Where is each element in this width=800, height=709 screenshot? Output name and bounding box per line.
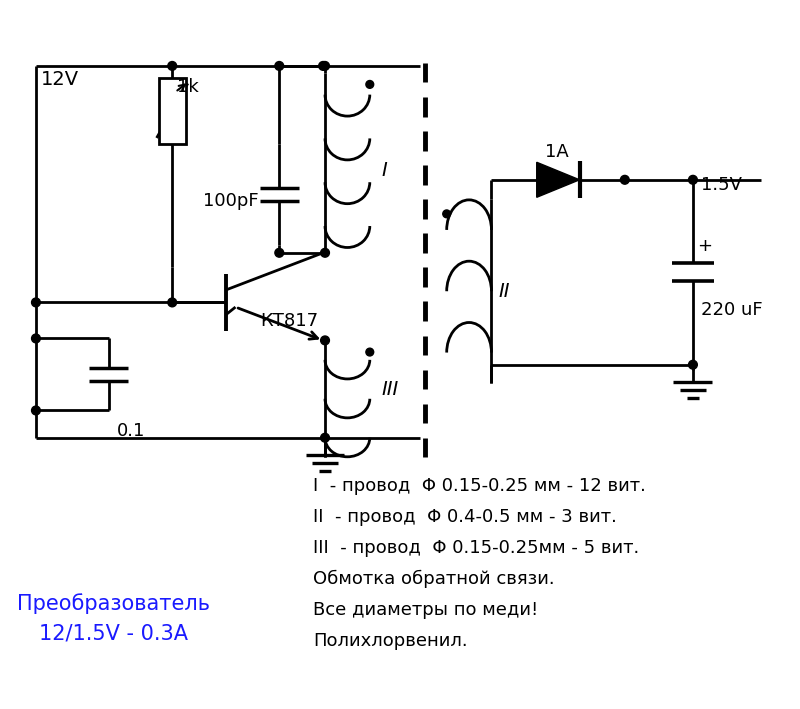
Circle shape: [321, 248, 330, 257]
Text: III: III: [382, 379, 398, 398]
Text: 100pF: 100pF: [203, 192, 259, 211]
Circle shape: [318, 62, 327, 70]
Circle shape: [31, 298, 40, 307]
Circle shape: [621, 175, 629, 184]
Circle shape: [31, 406, 40, 415]
Text: КТ817: КТ817: [260, 312, 318, 330]
Text: 220 uF: 220 uF: [701, 301, 762, 320]
Text: 1.5V: 1.5V: [701, 176, 742, 194]
Circle shape: [366, 348, 374, 356]
Circle shape: [168, 62, 177, 70]
Bar: [158, 77, 186, 144]
Circle shape: [442, 210, 450, 218]
Text: I: I: [382, 160, 387, 179]
Text: 1k: 1k: [177, 77, 199, 96]
Circle shape: [366, 81, 374, 89]
Circle shape: [275, 248, 284, 257]
Circle shape: [689, 175, 698, 184]
Text: III  - провод  Φ 0.15-0.25мм - 5 вит.: III - провод Φ 0.15-0.25мм - 5 вит.: [314, 539, 639, 557]
Text: Обмотка обратной связи.: Обмотка обратной связи.: [314, 570, 555, 588]
Text: II  - провод  Φ 0.4-0.5 мм - 3 вит.: II - провод Φ 0.4-0.5 мм - 3 вит.: [314, 508, 618, 526]
Text: II: II: [498, 282, 510, 301]
Circle shape: [275, 62, 284, 70]
Circle shape: [31, 334, 40, 343]
Text: +: +: [697, 237, 712, 255]
Text: 0.1: 0.1: [117, 422, 145, 440]
Circle shape: [689, 360, 698, 369]
Text: Все диаметры по меди!: Все диаметры по меди!: [314, 601, 538, 619]
Text: Преобразователь
12/1.5V - 0.3A: Преобразователь 12/1.5V - 0.3A: [18, 593, 210, 644]
Circle shape: [321, 433, 330, 442]
Circle shape: [321, 336, 330, 345]
Circle shape: [321, 62, 330, 70]
Text: 1A: 1A: [545, 143, 568, 161]
Polygon shape: [537, 162, 579, 197]
Text: I  - провод  Φ 0.15-0.25 мм - 12 вит.: I - провод Φ 0.15-0.25 мм - 12 вит.: [314, 476, 646, 495]
Text: 12V: 12V: [41, 69, 79, 89]
Circle shape: [168, 298, 177, 307]
Text: Полихлорвенил.: Полихлорвенил.: [314, 632, 468, 650]
